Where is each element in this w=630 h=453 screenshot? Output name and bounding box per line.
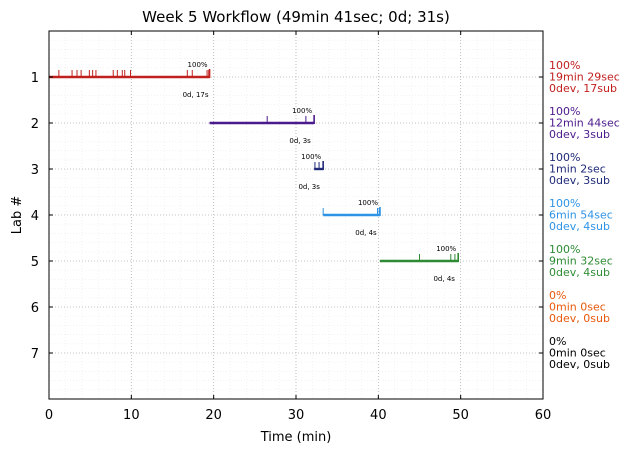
axes: 0 10 20 30 40 50 60 1 2 3 4 5 6 7 — [31, 31, 552, 423]
x-tick-label: 20 — [205, 408, 222, 423]
y-axis-title: Lab # — [10, 196, 25, 235]
lab-3-summary-line: 1min 2sec — [549, 163, 606, 176]
lab-7-summary-line: 0% — [549, 335, 566, 348]
lab-1-percent-label: 100% — [188, 61, 208, 69]
x-axis-title: Time (min) — [260, 430, 332, 445]
lab-2-delay-label: 0d, 3s — [289, 137, 311, 145]
lab-5-summary-line: 9min 32sec — [549, 255, 613, 268]
lab-4-percent-label: 100% — [358, 199, 378, 207]
x-tick-label: 30 — [288, 408, 305, 423]
grid — [49, 31, 543, 399]
lab-3-delay-label: 0d, 3s — [298, 183, 320, 191]
lab-2-summary-line: 0dev, 3sub — [549, 128, 610, 141]
lab-7-summary-line: 0min 0sec — [549, 347, 606, 360]
lab-3-percent-label: 100% — [301, 153, 321, 161]
y-tick-label: 3 — [31, 163, 39, 178]
lab-1-delay-label: 0d, 17s — [183, 91, 209, 99]
lab-5-percent-label: 100% — [436, 245, 456, 253]
lab-4-summary-line: 0dev, 4sub — [549, 220, 610, 233]
lab-5-summary-line: 100% — [549, 243, 580, 256]
lab-6-summary-line: 0dev, 0sub — [549, 312, 610, 325]
lab-5-delay-label: 0d, 4s — [433, 275, 455, 283]
y-tick-label: 6 — [31, 301, 39, 316]
y-tick-label: 1 — [31, 71, 39, 86]
lab-2-summary-line: 100% — [549, 105, 580, 118]
lab-4-summary-line: 6min 54sec — [549, 209, 613, 222]
lab-6-summary-line: 0% — [549, 289, 566, 302]
y-tick-label: 4 — [31, 209, 39, 224]
y-tick-label: 7 — [31, 347, 39, 362]
y-tick-label: 5 — [31, 255, 39, 270]
x-tick-label: 40 — [370, 408, 387, 423]
lab-3-summary-line: 100% — [549, 151, 580, 164]
lab-6-summary-line: 0min 0sec — [549, 301, 606, 314]
lab-1-summary-line: 100% — [549, 59, 580, 72]
x-tick-label: 60 — [535, 408, 552, 423]
y-tick-label: 2 — [31, 117, 39, 132]
lab-2-percent-label: 100% — [292, 107, 312, 115]
lab-2-summary-line: 12min 44sec — [549, 117, 620, 130]
lab-4-summary-line: 100% — [549, 197, 580, 210]
chart-title: Week 5 Workflow (49min 41sec; 0d; 31s) — [142, 8, 450, 26]
lab-1-summary-line: 0dev, 17sub — [549, 82, 617, 95]
series-layer: 100% 0d, 17s 100% 0d, 3s 100% 0d, 3s 100% 0d, 4… — [49, 61, 459, 283]
lab-7-summary-line: 0dev, 0sub — [549, 358, 610, 371]
lab-1-summary-line: 19min 29sec — [549, 71, 620, 84]
x-tick-label: 10 — [123, 408, 140, 423]
lab-3-summary-line: 0dev, 3sub — [549, 174, 610, 187]
x-tick-label: 0 — [45, 408, 53, 423]
lab-5-summary-line: 0dev, 4sub — [549, 266, 610, 279]
x-tick-label: 50 — [452, 408, 469, 423]
lab-4-delay-label: 0d, 4s — [355, 229, 377, 237]
